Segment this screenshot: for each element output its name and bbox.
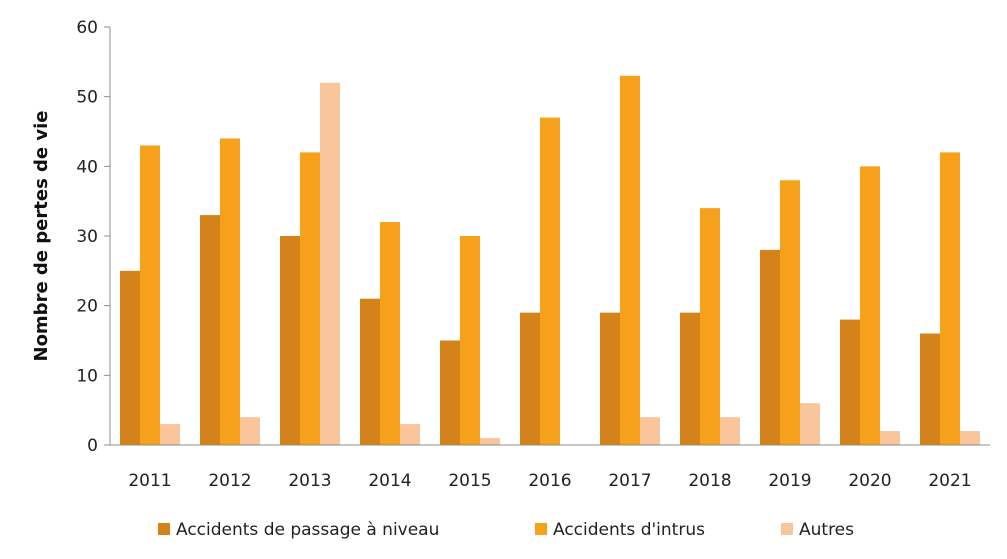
bar-2020-series-2 [860, 166, 880, 446]
bar-2020-series-1 [840, 319, 860, 445]
bar-2011-series-1 [120, 270, 140, 445]
bar-2012-series-2 [220, 138, 240, 445]
legend-swatch-1 [158, 523, 170, 535]
x-tick-label: 2011 [128, 471, 171, 491]
x-tick-label: 2015 [448, 471, 491, 491]
y-tick-label: 30 [76, 227, 98, 247]
y-axis: 0 10 20 30 40 50 60 [76, 18, 111, 456]
bar-2013-series-2 [300, 152, 320, 445]
bar-2020-series-3 [880, 431, 900, 445]
y-tick-label: 10 [76, 366, 98, 386]
bar-2013-series-1 [280, 236, 300, 445]
x-tick-label: 2021 [928, 471, 971, 491]
x-tick-label: 2014 [368, 471, 411, 491]
bar-2017-series-3 [640, 417, 660, 445]
x-tick-label: 2017 [608, 471, 651, 491]
x-tick-label: 2013 [288, 471, 331, 491]
bar-2012-series-3 [240, 417, 260, 445]
x-axis: 2011 2012 2013 2014 2015 2016 2017 2018 2019 2020… [110, 444, 990, 491]
y-tick-label: 20 [76, 297, 98, 317]
bar-2014-series-2 [380, 222, 400, 445]
bar-2018-series-2 [700, 208, 720, 445]
bar-2017-series-1 [600, 312, 620, 445]
bar-2019-series-2 [780, 180, 800, 445]
bars [120, 75, 980, 446]
bar-2011-series-2 [140, 145, 160, 445]
bar-2019-series-3 [800, 403, 820, 445]
bar-2015-series-1 [440, 340, 460, 445]
bar-2017-series-2 [620, 75, 640, 446]
legend-label-1: Accidents de passage à niveau [176, 520, 439, 540]
bar-2016-series-2 [540, 117, 560, 446]
bar-2019-series-1 [760, 249, 780, 445]
y-tick-label: 60 [76, 18, 98, 38]
y-tick-label: 50 [76, 88, 98, 108]
bar-2014-series-1 [360, 298, 380, 445]
y-axis-title: Nombre de pertes de vie [31, 110, 52, 361]
bar-2016-series-1 [520, 312, 540, 445]
y-tick-label: 40 [76, 157, 98, 177]
legend: Accidents de passage à niveau Accidents d… [158, 520, 854, 540]
legend-label-2: Accidents d'intrus [553, 520, 705, 540]
bar-2018-series-3 [720, 417, 740, 445]
bar-2021-series-3 [960, 431, 980, 445]
x-tick-label: 2020 [848, 471, 891, 491]
legend-swatch-3 [781, 523, 793, 535]
bar-2013-series-3 [320, 82, 340, 445]
x-tick-label: 2019 [768, 471, 811, 491]
bar-2011-series-3 [160, 424, 180, 445]
bar-2012-series-1 [200, 215, 220, 445]
bar-2015-series-2 [460, 236, 480, 445]
legend-swatch-2 [535, 523, 547, 535]
bar-2015-series-3 [480, 438, 500, 445]
x-tick-label: 2012 [208, 471, 251, 491]
x-tick-label: 2018 [688, 471, 731, 491]
legend-label-3: Autres [799, 520, 854, 540]
bar-2018-series-1 [680, 312, 700, 445]
bar-2014-series-3 [400, 424, 420, 445]
bar-2021-series-1 [920, 333, 940, 445]
y-tick-label: 0 [87, 436, 98, 456]
bar-2021-series-2 [940, 152, 960, 445]
x-tick-label: 2016 [528, 471, 571, 491]
